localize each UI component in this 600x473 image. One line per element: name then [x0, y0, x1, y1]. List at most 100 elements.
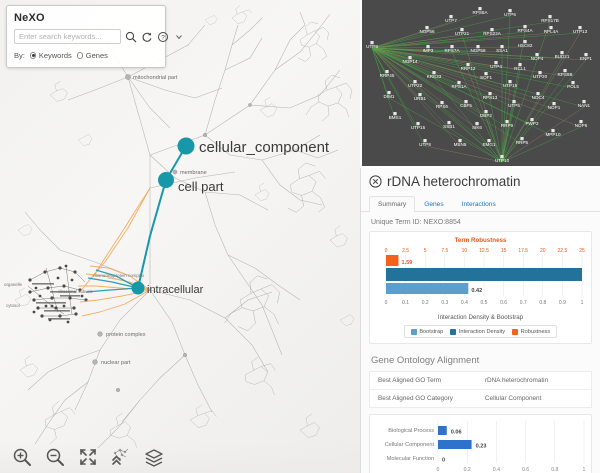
gene-node[interactable] — [449, 15, 453, 19]
gene-node[interactable] — [538, 71, 542, 75]
gene-node[interactable] — [484, 72, 488, 76]
gene-node[interactable] — [535, 53, 539, 57]
gene-node[interactable] — [387, 91, 391, 95]
gene-node[interactable] — [432, 71, 436, 75]
gene-node[interactable] — [475, 122, 479, 126]
gene-node[interactable] — [385, 70, 389, 74]
gene-node[interactable] — [536, 92, 540, 96]
gene-node[interactable] — [393, 112, 397, 116]
gene-label: NOP4 — [531, 56, 544, 61]
search-icon[interactable] — [124, 30, 137, 43]
gene-node[interactable] — [582, 100, 586, 104]
gene-node[interactable] — [500, 45, 504, 49]
gene-node[interactable] — [530, 118, 534, 122]
gene-interaction-network[interactable]: UTP9 RPS8A UTP6 UTP7 RPS17B NOP56 UTP21 RPS22A R… — [360, 0, 600, 168]
gene-node[interactable] — [423, 139, 427, 143]
gene-node[interactable] — [523, 25, 527, 29]
radio-genes-dot[interactable] — [76, 52, 84, 59]
gene-node[interactable] — [549, 26, 553, 30]
zoom-in-icon[interactable] — [12, 447, 32, 467]
gene-node[interactable] — [464, 100, 468, 104]
gene-label: RPS1A — [451, 84, 467, 89]
gene-node[interactable] — [413, 80, 417, 84]
gene-node[interactable] — [476, 45, 480, 49]
refresh-icon[interactable] — [140, 30, 153, 43]
layers-icon[interactable] — [144, 447, 164, 467]
gene-label: RPS9B — [557, 72, 572, 77]
network-label-protein-complex: protein complex — [106, 332, 146, 338]
gene-node[interactable] — [418, 93, 422, 97]
fit-to-screen-icon[interactable] — [78, 447, 98, 467]
gene-node[interactable] — [478, 7, 482, 11]
gene-node[interactable] — [370, 41, 374, 45]
gene-node[interactable] — [408, 56, 412, 60]
gene-node[interactable] — [512, 100, 516, 104]
gene-node[interactable] — [563, 69, 567, 73]
gene-network-svg[interactable]: UTP9 RPS8A UTP6 UTP7 RPS17B NOP56 UTP21 RPS22A R… — [362, 0, 600, 168]
search-panel[interactable]: NeXO ? — [6, 5, 182, 68]
radio-genes[interactable]: Genes — [76, 51, 108, 60]
tab-genes[interactable]: Genes — [424, 201, 444, 208]
gene-node[interactable] — [460, 28, 464, 32]
gene-label: DIM1 — [384, 94, 395, 99]
gene-node[interactable] — [551, 129, 555, 133]
svg-text:?: ? — [161, 34, 165, 41]
gene-node[interactable] — [458, 139, 462, 143]
gene-node[interactable] — [552, 102, 556, 106]
gene-node[interactable] — [571, 81, 575, 85]
gene-node[interactable] — [494, 61, 498, 65]
tab-interactions[interactable]: Interactions — [461, 201, 496, 208]
gene-node[interactable] — [416, 122, 420, 126]
tab-summary[interactable]: Summary — [369, 196, 416, 212]
close-icon[interactable] — [369, 175, 382, 188]
gene-node[interactable] — [584, 53, 588, 57]
gene-node[interactable] — [505, 120, 509, 124]
gene-node[interactable] — [425, 26, 429, 30]
top-axis-tick: 5 — [424, 248, 427, 254]
gene-node[interactable] — [447, 121, 451, 125]
collapse-icon[interactable] — [111, 447, 131, 467]
go-axis-tick: 1 — [583, 467, 586, 473]
gene-node[interactable] — [466, 63, 470, 67]
term-detail-panel: rDNA heterochromatin Summary Genes Inter… — [360, 168, 600, 473]
gene-node[interactable] — [578, 26, 582, 30]
gene-node[interactable] — [548, 15, 552, 19]
gene-label: UTP22 — [408, 83, 423, 88]
gene-node[interactable] — [518, 63, 522, 67]
gene-node[interactable] — [500, 155, 504, 159]
gene-node[interactable] — [508, 9, 512, 13]
radio-keywords-label: Keywords — [38, 51, 72, 60]
gene-node[interactable] — [426, 45, 430, 49]
gene-node[interactable] — [520, 137, 524, 141]
gene-label: PWP2 — [525, 121, 538, 126]
go-term-key: Best Aligned GO Term — [378, 377, 442, 384]
radio-keywords[interactable]: Keywords — [29, 51, 72, 60]
gene-node[interactable] — [488, 92, 492, 96]
gene-label: EMG1 — [482, 142, 495, 147]
bar-robustness — [386, 255, 399, 266]
gene-node[interactable] — [560, 51, 564, 55]
chevron-down-icon[interactable] — [172, 30, 185, 43]
gene-label: DBP2 — [480, 113, 492, 118]
gene-node[interactable] — [579, 120, 583, 124]
gene-node[interactable] — [508, 80, 512, 84]
gene-node[interactable] — [490, 28, 494, 32]
search-input[interactable] — [14, 29, 121, 44]
network-canvas[interactable]: cellular_component cell part intracellul… — [0, 0, 360, 473]
gene-label: UTP4 — [490, 64, 502, 69]
radio-keywords-dot[interactable] — [29, 52, 37, 59]
gene-label: SSA1 — [496, 48, 508, 53]
gene-label: UTP7 — [445, 18, 457, 23]
gene-node[interactable] — [450, 45, 454, 49]
go-category-label: Cellular Component — [385, 442, 435, 448]
gene-node[interactable] — [523, 40, 527, 44]
zoom-out-icon[interactable] — [45, 447, 65, 467]
help-icon[interactable]: ? — [156, 30, 169, 43]
gene-node[interactable] — [487, 139, 491, 143]
gene-label: RRP45 — [380, 73, 395, 78]
gene-node[interactable] — [484, 110, 488, 114]
gene-node[interactable] — [440, 101, 444, 105]
gene-node[interactable] — [457, 81, 461, 85]
top-axis-tick: 7.5 — [441, 248, 448, 254]
ontology-tree-graph[interactable]: cellular_component cell part intracellul… — [0, 0, 360, 473]
